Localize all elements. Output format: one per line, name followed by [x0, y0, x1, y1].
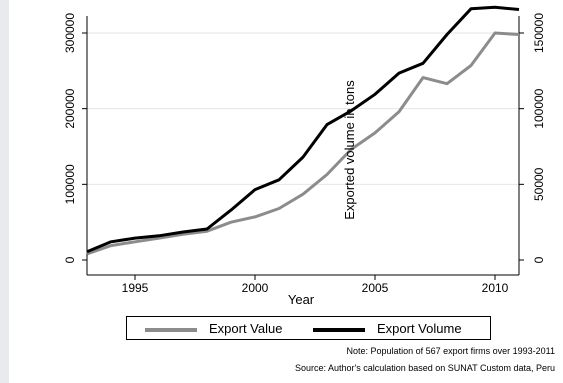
series-line-export-value [86, 31, 520, 256]
right-y-axis-title: Exported volume in tons [342, 80, 357, 220]
chart-note: Note: Population of 567 export firms ove… [346, 346, 555, 356]
chart-frame: 1995 2000 2005 2010 0 100000 200000 300000 0 5000… [9, 0, 563, 383]
plot-area [87, 16, 519, 275]
x-tick-label-2010: 2010 [482, 281, 509, 295]
right-y-tick-label-50000: 50000 [532, 167, 546, 201]
series-line-export-volume [86, 5, 520, 254]
line-chart: 1995 2000 2005 2010 0 100000 200000 300000 0 5000… [63, 5, 546, 307]
plot-background [87, 16, 519, 275]
chart-source: Source: Author's calculation based on SU… [294, 363, 555, 373]
left-y-tick-label-100000: 100000 [63, 164, 77, 204]
legend-swatch-export-volume [313, 328, 365, 332]
left-y-tick-label-0: 0 [63, 256, 77, 263]
series-group [86, 5, 520, 256]
legend-swatch-export-value [145, 328, 197, 332]
legend-label-export-volume: Export Volume [377, 321, 462, 336]
x-tick-label-2000: 2000 [242, 281, 269, 295]
legend: Export Value Export Volume [126, 316, 491, 340]
x-tick-label-2005: 2005 [362, 281, 389, 295]
left-y-tick-label-200000: 200000 [63, 88, 77, 128]
right-y-tick-label-100000: 100000 [532, 88, 546, 128]
right-y-tick-label-150000: 150000 [532, 13, 546, 53]
right-y-tick-label-0: 0 [532, 256, 546, 263]
axes [82, 16, 524, 280]
left-y-tick-label-300000: 300000 [63, 13, 77, 53]
x-tick-label-1995: 1995 [122, 281, 149, 295]
tick-labels: 1995 2000 2005 2010 0 100000 200000 300000 0 5000… [63, 13, 546, 295]
legend-label-export-value: Export Value [209, 321, 283, 336]
x-axis-title: Year [288, 292, 315, 307]
